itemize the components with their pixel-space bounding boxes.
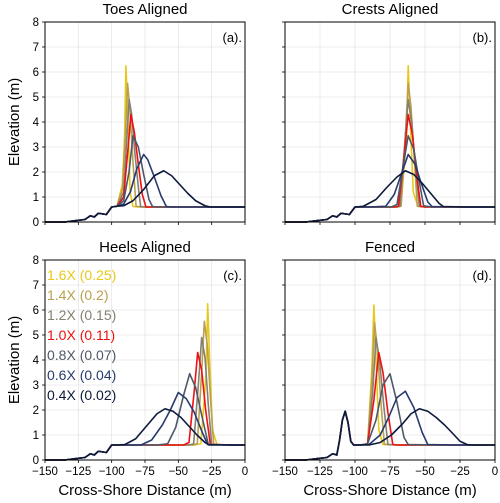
y-tick-label: 7: [33, 280, 39, 292]
legend-entry: 1.6X (0.25): [47, 267, 116, 283]
x-tick-label: −150: [272, 466, 298, 478]
y-tick-label: 8: [33, 17, 39, 29]
y-tick-label: 3: [33, 380, 39, 392]
y-tick-label: 3: [33, 142, 39, 154]
legend-entry: 0.8X (0.07): [47, 347, 116, 363]
x-tick-label: −100: [342, 466, 368, 478]
y-tick-label: 6: [33, 67, 39, 79]
x-axis-label: Cross-Shore Distance (m): [58, 482, 231, 499]
y-tick-label: 2: [33, 405, 39, 417]
panel-label: (c).: [223, 268, 242, 283]
x-tick-label: 0: [242, 466, 248, 478]
panel-title: Crests Aligned: [342, 1, 439, 18]
x-axis-label: Cross-Shore Distance (m): [303, 482, 476, 499]
panel-title: Heels Aligned: [99, 239, 191, 256]
y-tick-label: 0: [33, 455, 39, 467]
x-tick-label: −150: [32, 466, 58, 478]
y-tick-label: 1: [33, 192, 39, 204]
panel-title: Fenced: [365, 239, 415, 256]
series-line-6: [285, 407, 495, 461]
y-axis-label: Elevation (m): [6, 78, 23, 166]
legend-entry: 0.6X (0.04): [47, 367, 116, 383]
y-tick-label: 0: [33, 217, 39, 229]
y-tick-label: 2: [33, 167, 39, 179]
y-tick-label: 4: [33, 355, 40, 367]
legend-entry: 1.4X (0.2): [47, 287, 108, 303]
legend-entry: 1.2X (0.15): [47, 307, 116, 323]
panel-label: (b).: [473, 30, 493, 45]
x-tick-label: −125: [65, 466, 91, 478]
y-tick-label: 6: [33, 305, 39, 317]
x-tick-label: 0: [492, 466, 498, 478]
y-tick-label: 5: [33, 92, 39, 104]
x-tick-label: −25: [450, 466, 470, 478]
x-tick-label: −50: [169, 466, 189, 478]
x-tick-label: −75: [380, 466, 400, 478]
series-line-6: [45, 407, 245, 461]
y-tick-label: 8: [33, 255, 39, 267]
x-tick-label: −50: [415, 466, 435, 478]
y-tick-label: 7: [33, 42, 39, 54]
x-tick-label: −25: [202, 466, 222, 478]
x-tick-label: −100: [99, 466, 125, 478]
series-line-6: [285, 169, 495, 223]
series-line-6: [45, 169, 245, 223]
y-axis-label: Elevation (m): [6, 316, 23, 404]
y-tick-label: 5: [33, 330, 39, 342]
x-tick-label: −75: [135, 466, 155, 478]
panel-label: (a).: [223, 30, 243, 45]
panel-title: Toes Aligned: [102, 1, 187, 18]
panel-label: (d).: [473, 268, 493, 283]
y-tick-label: 4: [33, 117, 40, 129]
x-tick-label: −125: [307, 466, 333, 478]
legend-entry: 0.4X (0.02): [47, 387, 116, 403]
y-tick-label: 1: [33, 430, 39, 442]
legend-entry: 1.0X (0.11): [47, 327, 115, 343]
